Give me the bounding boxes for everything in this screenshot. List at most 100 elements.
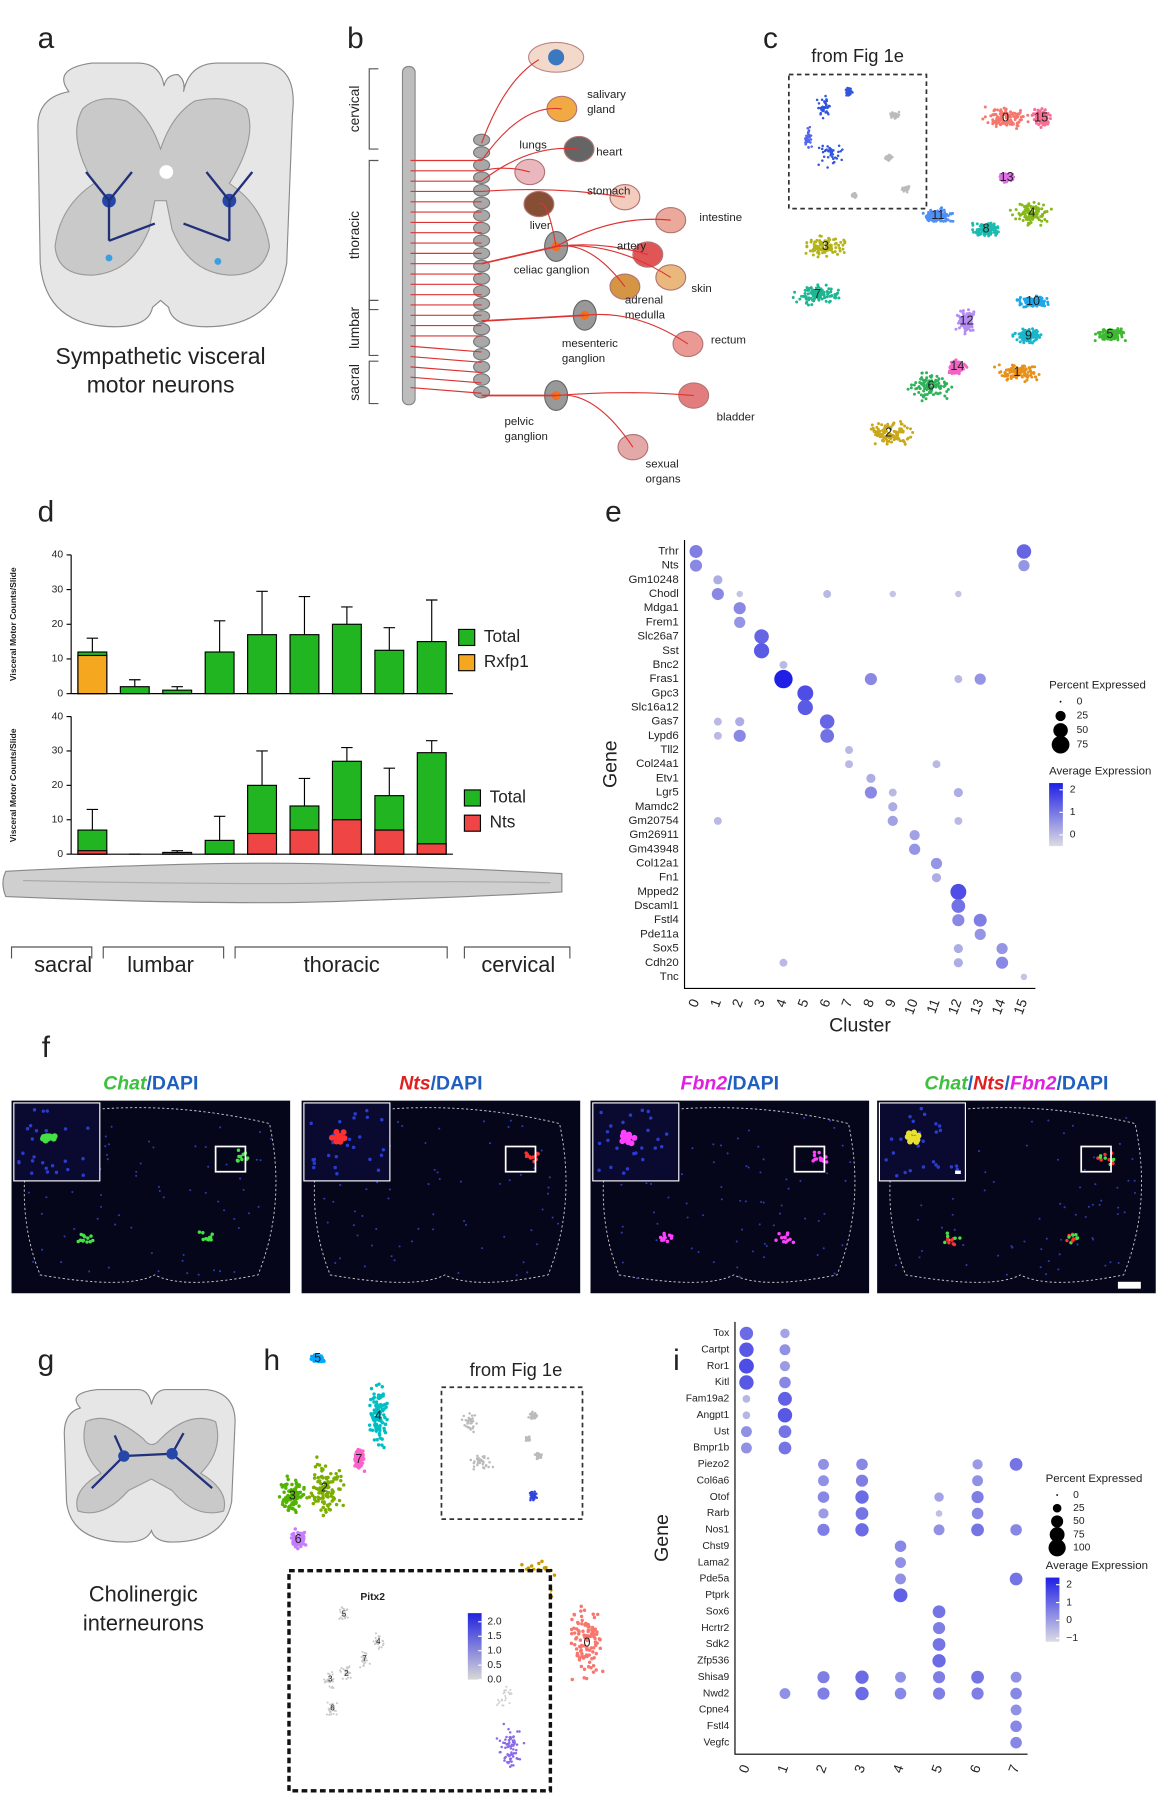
dapi-dot <box>353 1112 357 1116</box>
dot <box>845 746 854 754</box>
signal <box>620 1129 627 1136</box>
dapi-dot <box>361 1214 364 1217</box>
umap-point <box>1015 123 1019 127</box>
umap-point <box>893 437 897 441</box>
dot <box>972 1475 984 1487</box>
umap-point <box>1110 334 1114 338</box>
signal <box>339 1134 346 1141</box>
umap-point <box>815 295 819 299</box>
dapi-dot <box>762 1256 766 1259</box>
umap-point <box>576 1653 580 1658</box>
dapi-dot <box>641 1157 645 1162</box>
organ-label: ganglion <box>505 431 548 443</box>
gene-label: Lypd6 <box>648 730 679 742</box>
umap-point <box>803 288 807 292</box>
gene-label: Fn1 <box>659 872 679 884</box>
umap-point <box>930 388 934 392</box>
legend-swatch <box>458 628 476 647</box>
dapi-dot <box>204 1145 207 1149</box>
umap-point <box>532 1416 535 1420</box>
umap-point <box>504 1738 507 1741</box>
dapi-dot <box>117 1214 121 1217</box>
umap-point <box>807 145 810 149</box>
dapi-dot <box>396 1120 400 1124</box>
cluster-label: 5 <box>314 1351 321 1365</box>
gene-label: Chodl <box>649 588 679 600</box>
umap-point <box>594 1632 599 1636</box>
cluster-label: 5 <box>342 1609 347 1618</box>
gene-label: Cpne4 <box>699 1705 730 1716</box>
umap-point <box>576 1621 581 1626</box>
legend-dot <box>1051 735 1070 754</box>
umap-point <box>823 250 827 254</box>
umap-point <box>582 1608 587 1612</box>
umap-point <box>510 1692 513 1695</box>
umap-point <box>332 1712 335 1715</box>
umap-point <box>369 1386 374 1391</box>
dapi-dot <box>1118 1142 1121 1145</box>
dapi-dot <box>339 1183 342 1186</box>
dapi-dot <box>659 1145 664 1149</box>
umap-point <box>326 1701 329 1704</box>
dot <box>689 544 703 558</box>
umap-point <box>381 1639 384 1642</box>
organ-label: adrenal <box>625 294 663 306</box>
organ-label: ganglion <box>562 353 605 365</box>
dapi-dot <box>646 1109 651 1114</box>
dapi-dot <box>376 1181 379 1184</box>
dapi-dot <box>908 1114 912 1119</box>
dapi-dot <box>826 1172 829 1175</box>
umap-point <box>834 241 838 245</box>
umap-point <box>579 1614 584 1619</box>
umap-point <box>530 1490 534 1494</box>
title-part: Nts <box>973 1073 1005 1095</box>
micrograph: Fbn2/DAPI <box>590 1073 870 1294</box>
umap-point <box>330 1499 334 1503</box>
dapi-dot <box>1038 1217 1041 1220</box>
umap-point <box>1001 119 1005 123</box>
signal <box>662 1233 667 1238</box>
dot <box>797 685 814 702</box>
umap-point <box>971 221 975 225</box>
dapi-dot <box>433 1168 436 1171</box>
dapi-dot <box>432 1228 435 1231</box>
dapi-dot <box>465 1223 468 1226</box>
bar <box>331 819 362 855</box>
umap-point <box>1025 378 1029 382</box>
umap-point <box>509 1747 513 1750</box>
error-bar <box>341 746 353 762</box>
cluster-label: 4 <box>1028 206 1035 220</box>
umap-point <box>1021 369 1024 373</box>
error-bar <box>298 777 311 806</box>
umap-point <box>509 1757 513 1760</box>
umap-point <box>1020 212 1024 216</box>
umap-point <box>468 1412 471 1415</box>
dapi-dot <box>931 1160 936 1164</box>
dot <box>954 675 963 684</box>
umap-point <box>983 233 987 237</box>
umap-point <box>1023 368 1027 372</box>
signal <box>812 1153 817 1158</box>
umap-point <box>1029 204 1033 208</box>
umap-point <box>914 381 918 385</box>
region-label: lumbar <box>127 952 194 977</box>
dapi-dot <box>762 1158 765 1161</box>
gene-label: Slc26a7 <box>637 631 678 643</box>
signal <box>236 1159 240 1163</box>
dot <box>797 699 813 716</box>
dapi-dot <box>388 1188 391 1191</box>
scale-bar <box>1117 1281 1141 1289</box>
umap-point <box>995 108 999 112</box>
umap-point <box>499 1750 502 1754</box>
dapi-dot <box>841 1244 844 1247</box>
umap-point <box>508 1741 511 1744</box>
umap-point <box>1014 208 1018 212</box>
umap-point <box>1027 209 1031 213</box>
umap-point <box>464 1418 468 1422</box>
umap-point <box>887 157 890 161</box>
umap-point <box>981 117 985 121</box>
umap-point <box>1030 365 1034 369</box>
gene-label: Bmpr1b <box>693 1443 729 1454</box>
umap-point <box>823 296 827 300</box>
umap-point <box>1039 333 1043 337</box>
